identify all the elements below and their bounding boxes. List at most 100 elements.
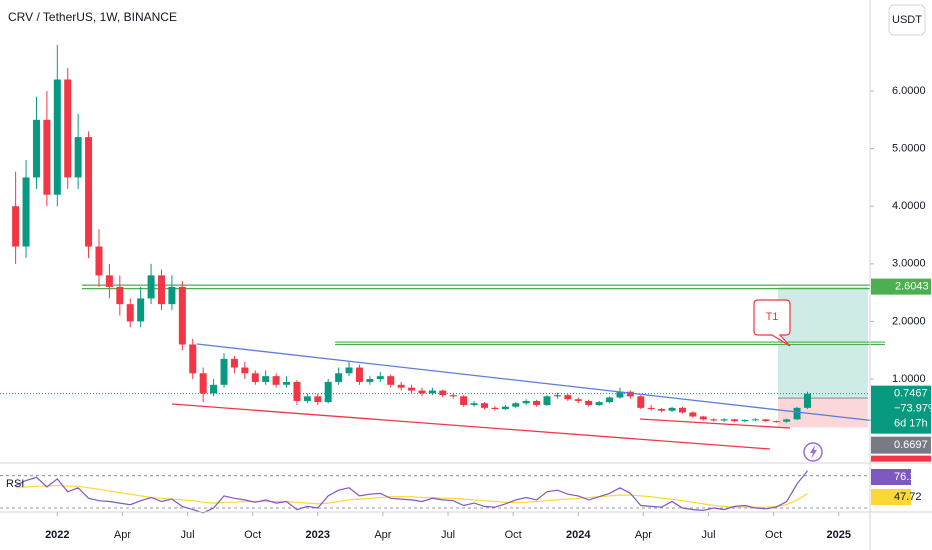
candle-body — [293, 381, 301, 401]
rsi-line — [15, 484, 808, 508]
candle-body — [230, 358, 238, 368]
candle-body — [647, 407, 655, 410]
candle-body — [772, 421, 780, 423]
candle-body — [585, 400, 593, 405]
candle-body — [595, 402, 603, 405]
candle-body — [751, 419, 759, 421]
x-tick-label: Jul — [441, 529, 455, 541]
candle-body — [105, 275, 113, 287]
candle-body — [355, 367, 363, 382]
candle-body — [522, 400, 530, 404]
candle-body — [137, 298, 145, 322]
candle-body — [699, 416, 707, 420]
candle-body — [762, 419, 770, 422]
rsi-label: RSI — [6, 478, 24, 490]
candle-body — [95, 246, 103, 276]
y-tick-label: 3.0000 — [892, 258, 926, 270]
currency-button-label: USDT — [892, 14, 922, 26]
last-price-box — [871, 385, 931, 434]
candle-body — [53, 79, 61, 195]
candle-body — [783, 419, 791, 422]
candle-body — [439, 390, 447, 396]
x-tick-label: Oct — [765, 529, 782, 541]
entry-label: 0.6697 — [894, 439, 928, 451]
candle-body — [85, 137, 93, 247]
candle-body — [710, 419, 718, 421]
x-tick-label: Jul — [181, 529, 195, 541]
level-label: 2.6043 — [895, 281, 929, 293]
y-tick-label: 4.0000 — [892, 200, 926, 212]
candle-body — [553, 395, 561, 397]
change-label: −73.97% — [894, 403, 932, 415]
candle-body — [147, 275, 155, 299]
candle-body — [335, 373, 343, 382]
candle-body — [32, 119, 40, 178]
x-tick-label: Jul — [701, 529, 715, 541]
candle-body — [116, 286, 124, 305]
candle-body — [157, 275, 165, 305]
candle-body — [387, 376, 395, 385]
entry-label-box — [871, 436, 931, 454]
alert-icon-bolt — [810, 445, 817, 459]
candle-body — [241, 367, 249, 374]
candle-body — [606, 397, 614, 403]
candle-body — [324, 381, 332, 403]
candle-body — [533, 400, 541, 405]
rsi-value-label: 76.12 — [894, 471, 922, 483]
candle-body — [470, 403, 478, 405]
candle-body — [199, 373, 207, 394]
support-line — [639, 418, 791, 429]
candle-body — [366, 379, 374, 382]
candle-body — [168, 286, 176, 305]
candle-body — [220, 358, 228, 385]
y-tick-label: 6.0000 — [892, 85, 926, 97]
marks-layer — [12, 44, 811, 514]
last-price-label: 0.7467 — [894, 388, 928, 400]
candle-body — [689, 412, 697, 417]
candle-body — [64, 79, 72, 178]
labels-layer: 1.0000 2.0000 3.0000 4.0000 5.0000 6.0000 2022… — [45, 85, 932, 541]
candle-body — [262, 376, 270, 382]
countdown-label: 6d 17h — [894, 418, 928, 430]
candle-body — [543, 396, 551, 405]
x-tick-label: 2024 — [566, 529, 591, 541]
x-tick-label: 2022 — [45, 529, 69, 541]
candle-body — [491, 407, 499, 410]
currency-button[interactable] — [888, 4, 926, 36]
candle-body — [189, 344, 197, 374]
x-tick-label: Apr — [374, 529, 391, 541]
candle-body — [626, 391, 634, 397]
candle-body — [512, 403, 520, 407]
candle-body — [803, 393, 811, 408]
x-tick-label: Apr — [114, 529, 131, 541]
level-label-box — [871, 278, 931, 295]
candle-body — [178, 286, 186, 345]
candle-body — [678, 407, 686, 413]
candle-body — [574, 399, 582, 401]
candle-body — [460, 396, 468, 405]
candle-body — [480, 403, 488, 408]
x-tick-label: 2023 — [306, 529, 330, 541]
candle-body — [283, 381, 291, 385]
candle-body — [741, 419, 749, 422]
stop-label-box — [871, 455, 931, 462]
x-tick-label: Apr — [635, 529, 652, 541]
y-tick-label: 1.0000 — [892, 373, 926, 385]
rsi-value-label: 47.72 — [894, 491, 922, 503]
rsi-line — [15, 470, 808, 514]
position-stop-zone — [778, 398, 868, 428]
candle-body — [397, 384, 405, 388]
candle-body — [408, 387, 416, 391]
trendline-upper — [196, 343, 886, 423]
candle-body — [126, 304, 134, 322]
candle-body — [272, 376, 280, 385]
candle-body — [210, 384, 218, 394]
background-layer — [0, 284, 885, 509]
candle-body — [616, 391, 624, 398]
candle-body — [22, 177, 30, 247]
rsi-value-box — [871, 489, 911, 505]
candle-body — [251, 373, 259, 382]
candle-body — [303, 396, 311, 401]
callout-label: T1 — [766, 311, 779, 323]
